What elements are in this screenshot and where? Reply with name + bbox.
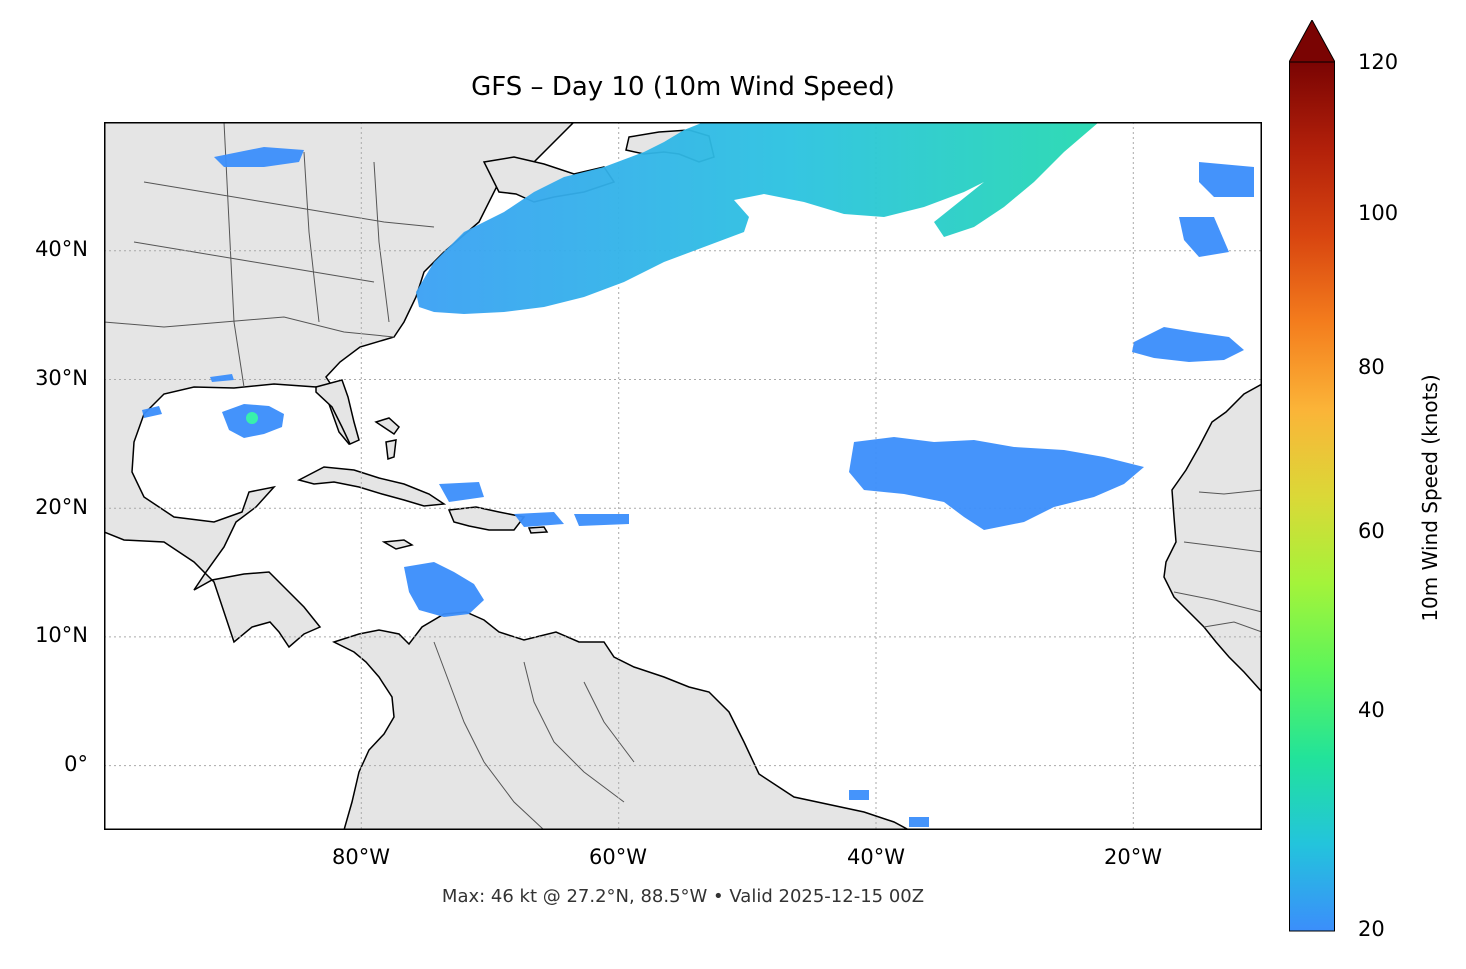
lon-label-80w: 80°W xyxy=(332,845,390,869)
lat-label-20n: 20°N xyxy=(35,495,88,519)
colorbar-label: 10m Wind Speed (knots) xyxy=(1418,374,1442,622)
wind-region-caribbean xyxy=(404,562,484,617)
land-puerto-rico xyxy=(527,526,549,534)
colorbar-tick-120: 120 xyxy=(1358,50,1399,74)
gridlines xyxy=(104,122,1262,830)
wind-speed-map xyxy=(104,122,1262,830)
lon-label-60w: 60°W xyxy=(589,845,647,869)
colorbar-extend-arrow xyxy=(1288,18,1336,63)
chart-title: GFS – Day 10 (10m Wind Speed) xyxy=(471,72,895,102)
lon-label-20w: 20°W xyxy=(1104,845,1162,869)
colorbar-tick-40: 40 xyxy=(1358,698,1385,722)
colorbar-gradient xyxy=(1289,61,1335,932)
land-jamaica xyxy=(381,539,414,550)
land-cuba xyxy=(296,466,447,507)
lat-label-10n: 10°N xyxy=(35,623,88,647)
land-hispaniola xyxy=(447,506,526,531)
colorbar-tick-80: 80 xyxy=(1358,355,1385,379)
wind-region-east-atlantic-1 xyxy=(1199,162,1254,197)
wind-max-gulf xyxy=(246,412,258,424)
land-florida xyxy=(315,379,360,445)
footer-caption: Max: 46 kt @ 27.2°N, 88.5°W • Valid 2025… xyxy=(441,886,925,907)
map-border xyxy=(104,122,1262,830)
land-bahamas xyxy=(374,417,400,461)
colorbar-tick-60: 60 xyxy=(1358,519,1385,543)
lat-label-0: 0° xyxy=(64,752,88,776)
wind-region-caribbean-north xyxy=(439,482,629,527)
wind-region-equator xyxy=(849,790,929,827)
wind-field xyxy=(142,122,1254,827)
land-north-america xyxy=(104,122,576,649)
country-borders xyxy=(104,122,1262,830)
wind-region-central-atlantic xyxy=(849,437,1144,530)
wind-region-east-atlantic-2 xyxy=(1179,217,1229,257)
colorbar-tick-100: 100 xyxy=(1358,201,1399,225)
lon-label-40w: 40°W xyxy=(847,845,905,869)
land-africa xyxy=(1163,383,1262,694)
colorbar-tick-20: 20 xyxy=(1358,917,1385,941)
colorbar xyxy=(1288,18,1341,932)
wind-region-azores xyxy=(1132,327,1244,362)
lat-label-30n: 30°N xyxy=(35,366,88,390)
wind-region-great-lakes xyxy=(214,147,304,167)
wind-region-north-atlantic xyxy=(416,122,1099,314)
lat-label-40n: 40°N xyxy=(35,237,88,261)
wind-region-n-gom-coast xyxy=(142,374,234,418)
